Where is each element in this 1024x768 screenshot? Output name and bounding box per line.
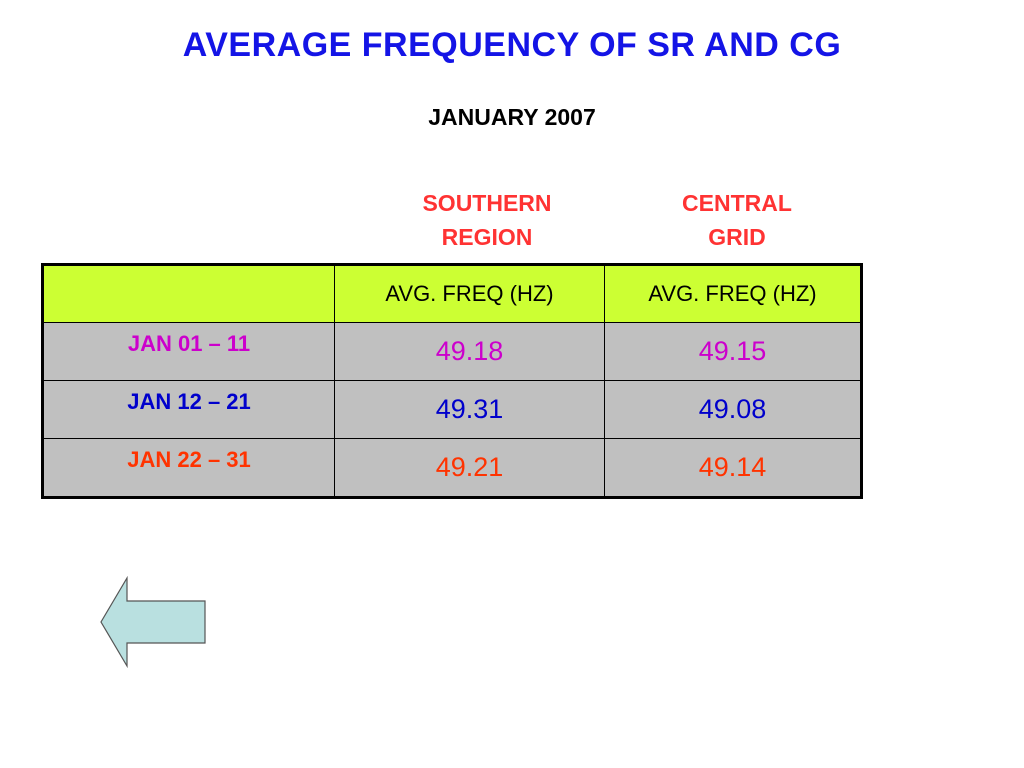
header-cell-period [42, 264, 335, 323]
period-cell: JAN 01 – 11 [42, 322, 335, 381]
page-title: AVERAGE FREQUENCY OF SR AND CG [182, 26, 842, 64]
back-button[interactable] [98, 575, 208, 669]
sr-value-cell: 49.21 [334, 438, 605, 498]
column-label-line: SOUTHERN [422, 190, 552, 216]
period-cell: JAN 12 – 21 [42, 380, 335, 439]
table-header-row: AVG. FREQ (HZ) AVG. FREQ (HZ) [42, 264, 862, 323]
column-label-line: REGION [441, 224, 533, 250]
column-label-southern-region: SOUTHERN REGION [380, 186, 594, 254]
cg-value-cell: 49.14 [604, 438, 862, 498]
header-cell-cg-avg-freq: AVG. FREQ (HZ) [604, 264, 862, 323]
table-row: JAN 22 – 31 49.21 49.14 [42, 438, 862, 498]
period-cell: JAN 22 – 31 [42, 438, 335, 498]
column-label-line: CENTRAL [682, 190, 792, 216]
table-row: JAN 01 – 11 49.18 49.15 [42, 322, 862, 381]
cg-value-cell: 49.15 [604, 322, 862, 381]
sr-value-cell: 49.18 [334, 322, 605, 381]
left-arrow-icon [100, 575, 206, 669]
frequency-table: AVG. FREQ (HZ) AVG. FREQ (HZ) JAN 01 – 1… [41, 263, 863, 499]
sr-value-cell: 49.31 [334, 380, 605, 439]
column-label-central-grid: CENTRAL GRID [630, 186, 844, 254]
header-cell-sr-avg-freq: AVG. FREQ (HZ) [334, 264, 605, 323]
table-row: JAN 12 – 21 49.31 49.08 [42, 380, 862, 439]
cg-value-cell: 49.08 [604, 380, 862, 439]
page-subtitle: JANUARY 2007 [428, 104, 596, 130]
column-label-line: GRID [708, 224, 766, 250]
